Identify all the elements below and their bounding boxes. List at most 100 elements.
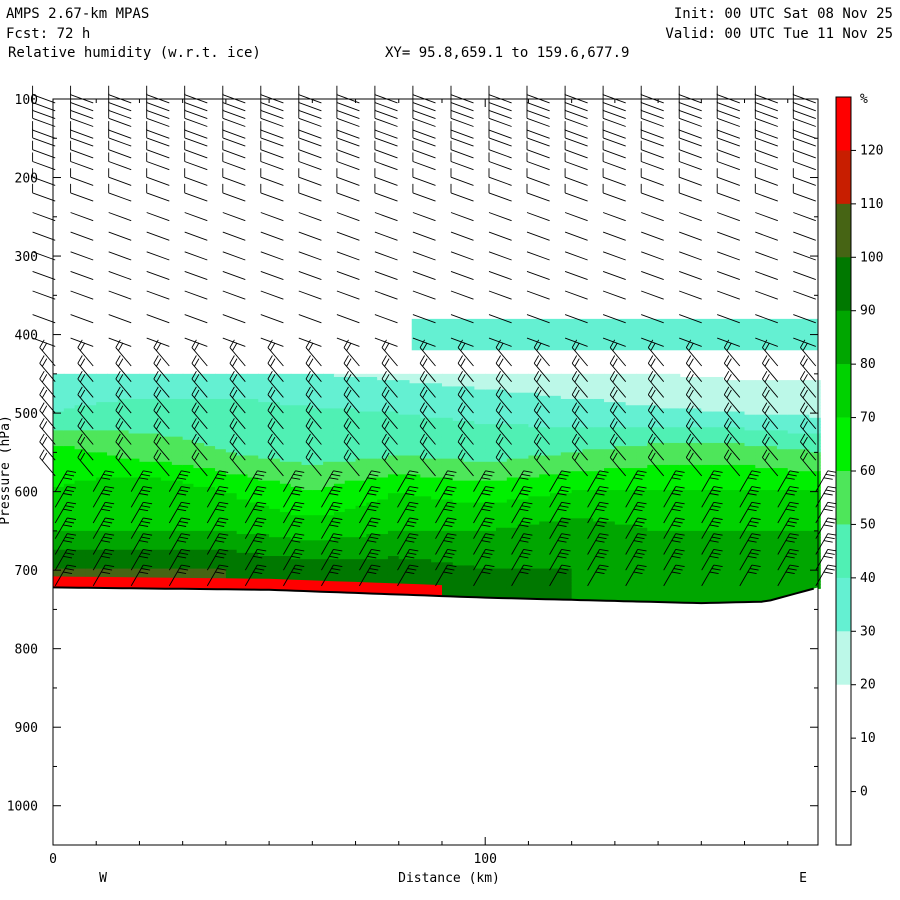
rh-cell <box>139 376 151 381</box>
rh-cell <box>539 458 551 463</box>
rh-cell <box>333 530 346 535</box>
rh-cell <box>431 574 443 579</box>
rh-cell <box>290 521 303 526</box>
rh-cell <box>798 408 810 413</box>
rh-cell <box>614 464 627 469</box>
rh-cell <box>85 480 97 485</box>
rh-cell <box>690 395 702 400</box>
rh-cell <box>636 521 648 526</box>
rh-cell <box>679 505 692 510</box>
rh-cell <box>733 405 746 409</box>
rh-cell <box>193 512 205 516</box>
rh-cell <box>150 496 162 501</box>
rh-cell <box>225 543 238 548</box>
rh-cell <box>53 439 65 444</box>
init-time: Init: 00 UTC Sat 08 Nov 25 <box>674 6 893 22</box>
rh-cell <box>204 446 216 450</box>
rh-cell <box>712 518 724 523</box>
rh-cell <box>258 527 270 532</box>
rh-cell <box>215 439 227 444</box>
rh-cell <box>766 527 778 532</box>
rh-cell <box>485 505 497 510</box>
rh-cell <box>550 571 562 576</box>
rh-cell <box>722 411 735 416</box>
rh-cell <box>182 464 195 469</box>
rh-cell <box>344 411 357 416</box>
rh-cell <box>701 408 713 413</box>
rh-cell <box>550 584 562 589</box>
rh-cell <box>204 395 216 400</box>
rh-cell <box>128 461 141 466</box>
rh-cell <box>204 449 216 453</box>
rh-cell <box>636 490 648 494</box>
rh-cell <box>755 530 767 535</box>
rh-cell <box>690 559 702 563</box>
rh-cell <box>474 449 486 453</box>
rh-cell <box>85 380 97 384</box>
rh-cell <box>809 496 821 501</box>
rh-cell <box>204 439 216 444</box>
rh-cell <box>668 543 681 548</box>
rh-cell <box>766 549 778 554</box>
rh-cell <box>668 568 681 573</box>
rh-cell <box>722 559 735 563</box>
rh-cell <box>452 417 465 422</box>
rh-cell <box>301 499 313 504</box>
rh-cell <box>550 562 562 567</box>
rh-cell <box>377 464 389 469</box>
rh-cell <box>496 590 508 595</box>
rh-cell <box>290 508 303 513</box>
rh-cell <box>798 530 810 535</box>
rh-cell <box>431 556 443 560</box>
rh-cell <box>85 508 97 513</box>
rh-cell <box>560 584 573 589</box>
rh-cell <box>182 474 195 479</box>
rh-cell <box>269 508 281 513</box>
rh-cell <box>258 496 270 501</box>
rh-cell <box>701 587 713 592</box>
rh-cell <box>409 530 421 535</box>
rh-cell <box>496 508 508 513</box>
rh-cell <box>377 392 389 397</box>
rh-cell <box>604 483 616 488</box>
rh-cell <box>766 395 778 400</box>
rh-cell <box>96 461 108 466</box>
rh-cell <box>171 515 184 519</box>
rh-cell <box>333 527 346 532</box>
rh-cell <box>787 430 800 435</box>
rh-cell <box>593 464 605 469</box>
rh-cell <box>539 408 551 413</box>
rh-cell <box>409 581 421 585</box>
rh-cell <box>85 411 97 416</box>
rh-cell <box>171 408 184 413</box>
rh-cell <box>647 578 659 582</box>
rh-cell <box>636 581 648 585</box>
rh-cell <box>593 389 605 394</box>
rh-cell <box>96 449 108 453</box>
rh-cell <box>409 483 421 488</box>
rh-cell <box>107 512 119 516</box>
rh-cell <box>139 461 151 466</box>
rh-cell <box>441 461 454 466</box>
rh-cell <box>312 477 324 482</box>
rh-cell <box>604 505 616 510</box>
rh-cell <box>344 464 357 469</box>
rh-cell <box>247 518 259 523</box>
rh-cell <box>506 540 519 545</box>
rh-cell <box>63 546 76 551</box>
rh-cell <box>506 571 519 576</box>
rh-cell <box>452 442 465 447</box>
rh-cell <box>409 499 421 504</box>
rh-cell <box>560 417 573 422</box>
rh-cell <box>712 574 724 579</box>
rh-cell <box>53 417 65 422</box>
rh-cell <box>474 411 486 416</box>
rh-cell <box>474 458 486 463</box>
rh-cell <box>744 408 756 413</box>
rh-cell <box>323 552 335 557</box>
rh-cell <box>312 386 324 391</box>
rh-cell <box>766 505 778 510</box>
rh-cell <box>85 389 97 394</box>
rh-cell <box>733 474 746 479</box>
rh-cell <box>722 590 735 595</box>
